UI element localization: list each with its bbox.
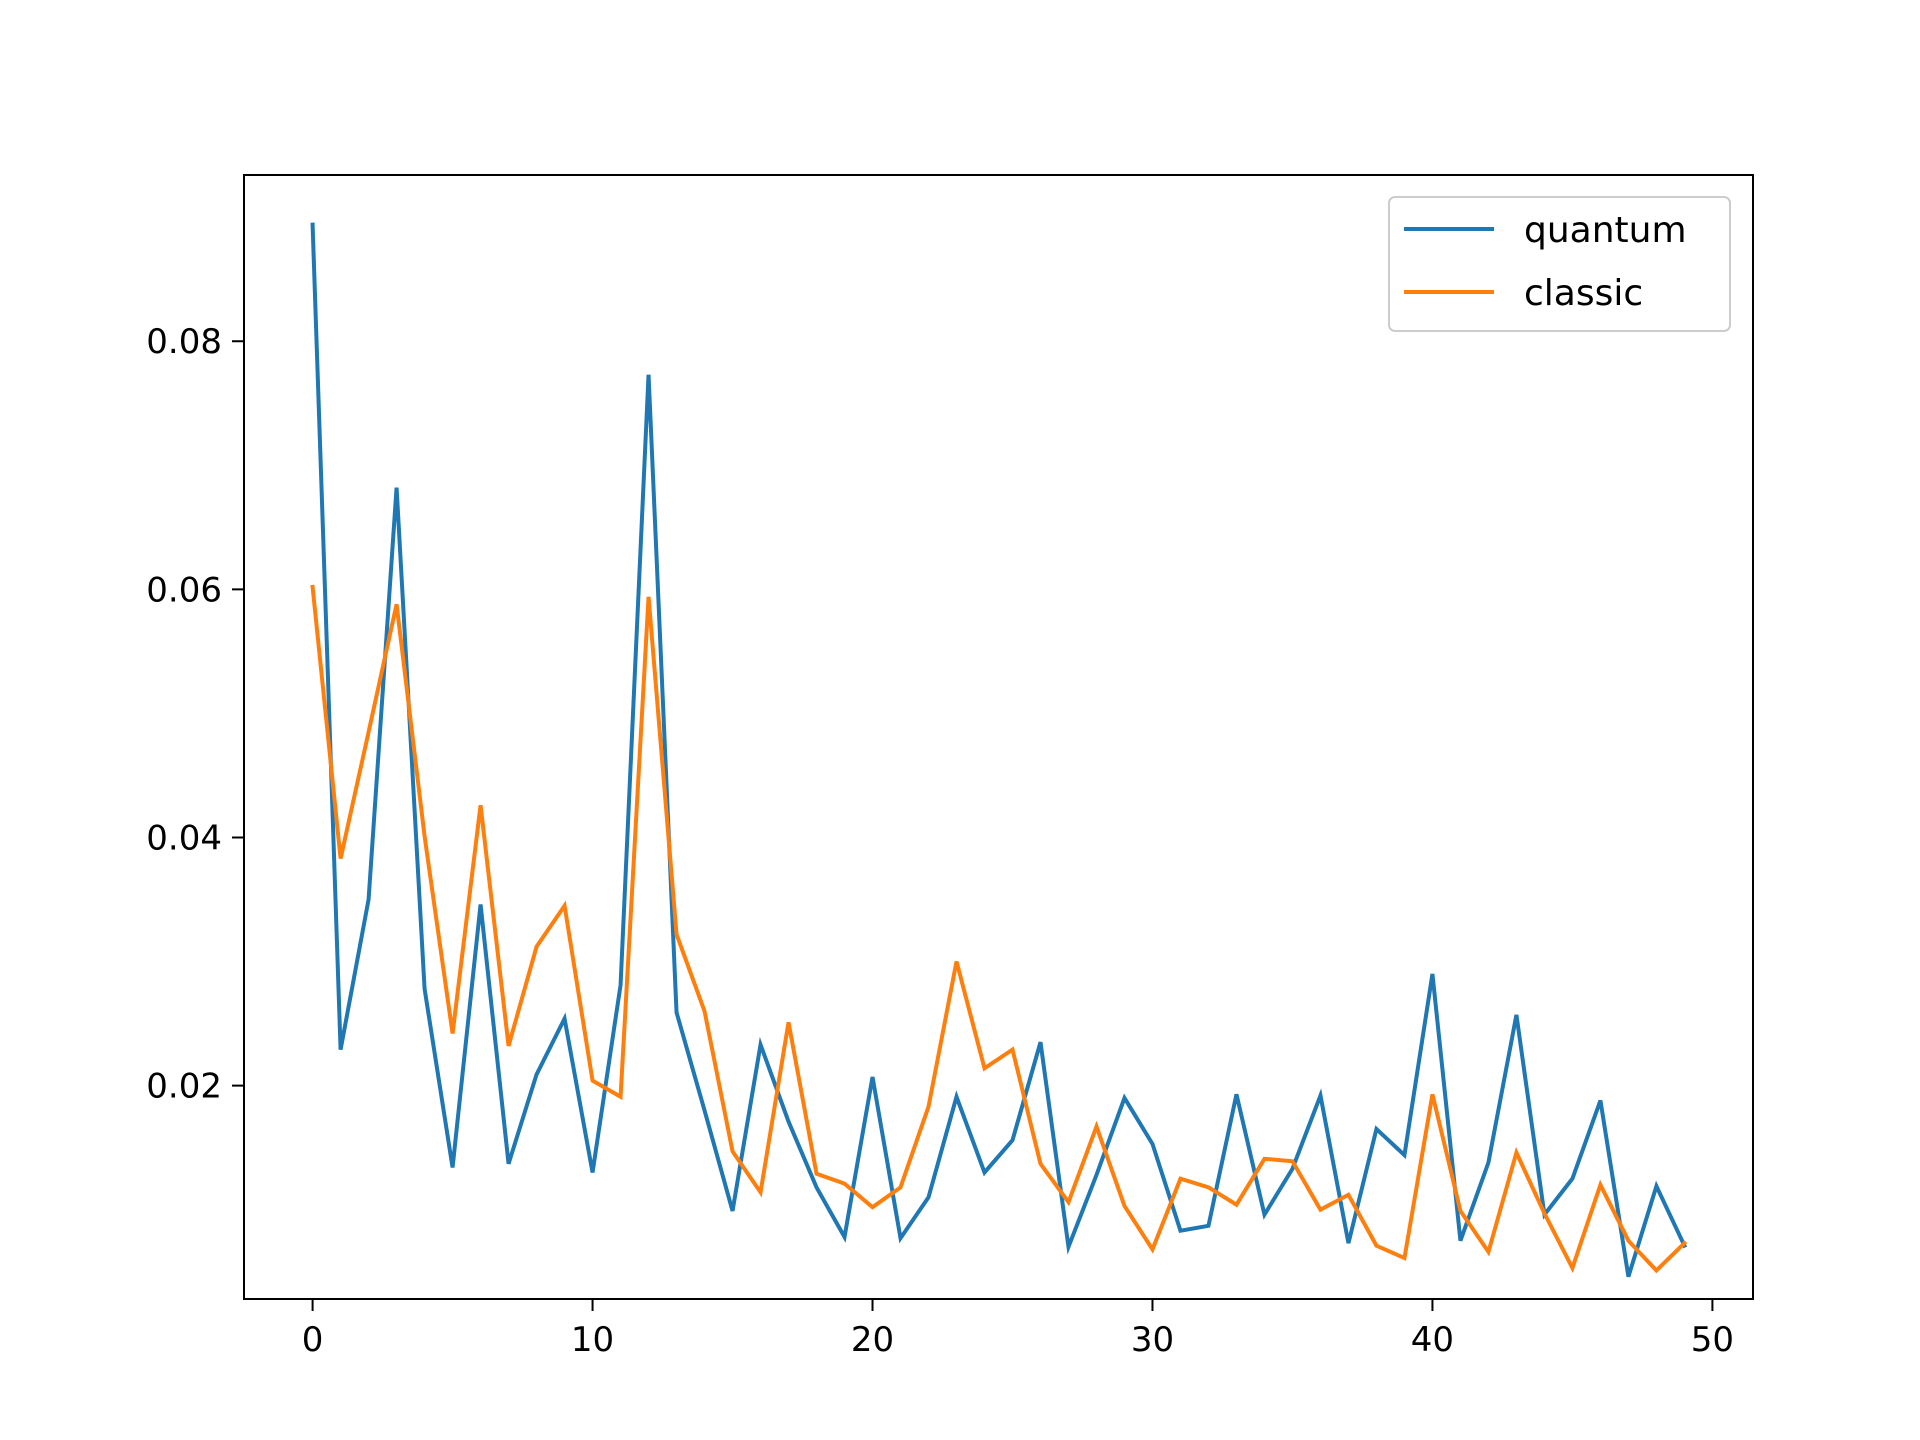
x-tick-label: 10 <box>571 1320 614 1360</box>
y-tick-label: 0.08 <box>146 322 222 362</box>
legend-label-quantum: quantum <box>1524 210 1687 251</box>
y-tick-label: 0.02 <box>146 1067 222 1107</box>
x-tick-label: 40 <box>1411 1320 1454 1360</box>
x-tick-label: 30 <box>1131 1320 1174 1360</box>
plot-frame <box>243 174 1754 1300</box>
y-tick-label: 0.06 <box>146 570 222 610</box>
x-axis: 0 10 20 30 40 50 <box>302 1299 1734 1360</box>
series-layer <box>310 222 1688 1278</box>
x-tick-label: 20 <box>851 1320 894 1360</box>
x-tick-label: 0 <box>302 1320 324 1360</box>
legend-label-classic: classic <box>1524 273 1643 314</box>
series-line-classic <box>310 584 1688 1274</box>
y-tick-label: 0.04 <box>146 818 222 858</box>
legend: quantum classic <box>1388 196 1731 332</box>
x-tick-label: 50 <box>1691 1320 1734 1360</box>
y-axis: 0.02 0.04 0.06 0.08 <box>146 322 244 1107</box>
